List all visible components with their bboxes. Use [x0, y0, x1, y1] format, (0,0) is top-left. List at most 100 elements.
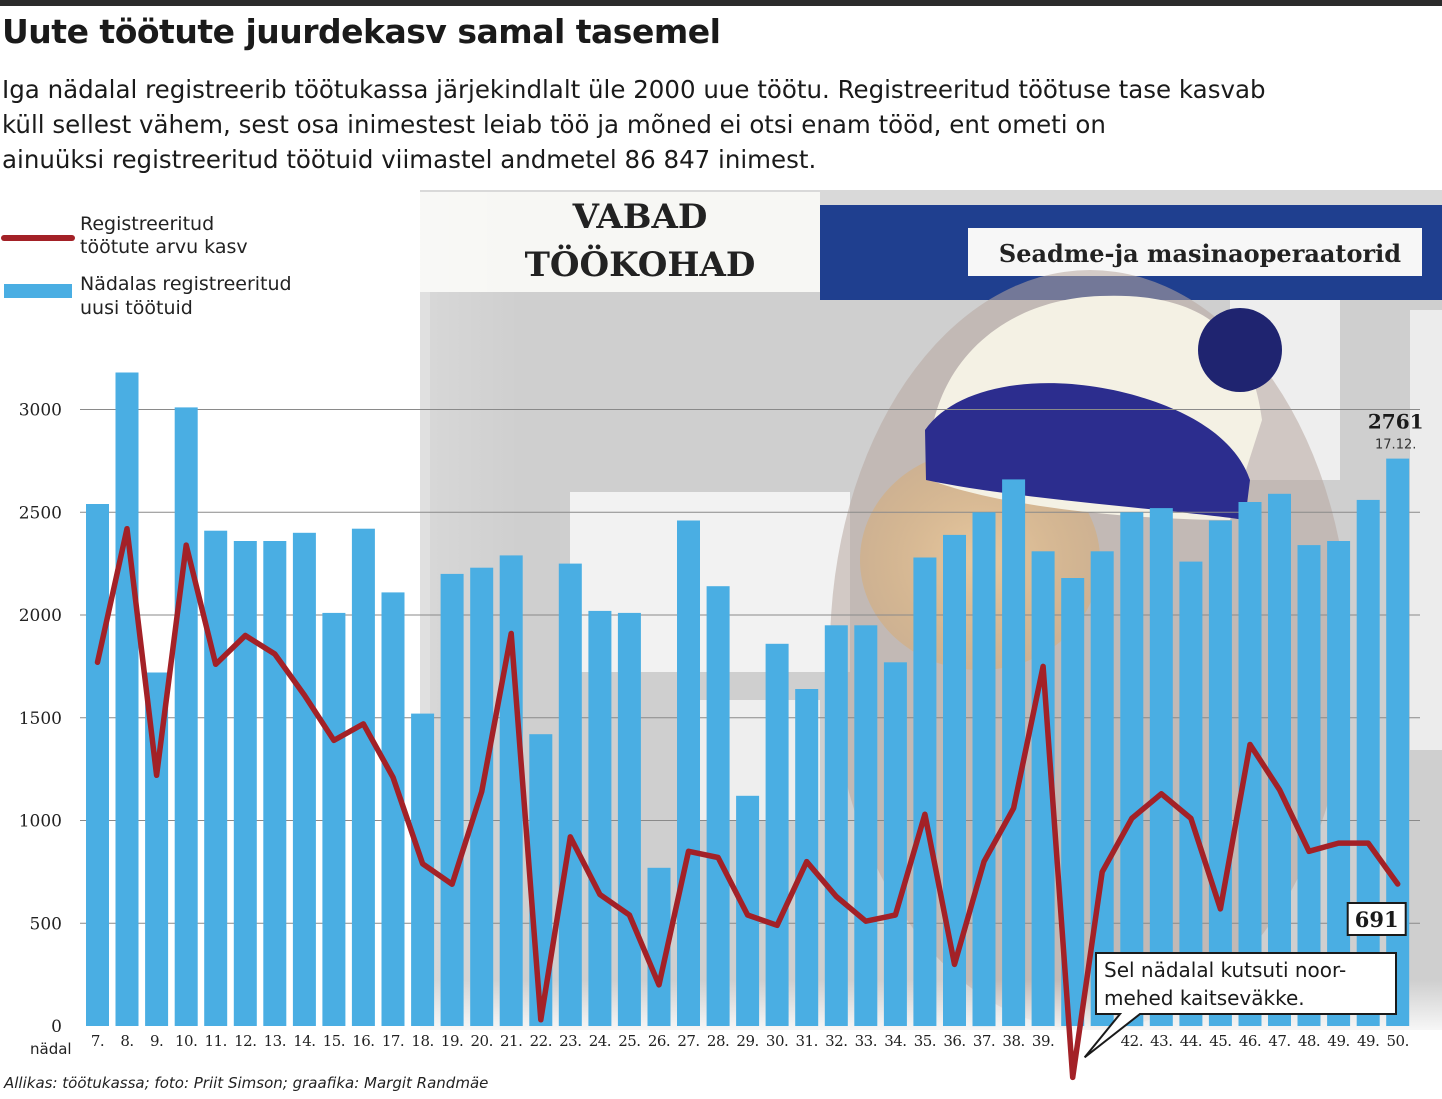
x-tick-label: 21. [500, 1032, 522, 1050]
bar [883, 662, 907, 1026]
legend-bar-label: uusi töötuid [80, 297, 193, 319]
bar [647, 867, 671, 1026]
x-tick-label: 32. [825, 1032, 847, 1050]
x-tick-label: 47. [1268, 1032, 1290, 1050]
x-tick-label: 12. [234, 1032, 256, 1050]
x-tick-label: 24. [589, 1032, 611, 1050]
x-axis: 7. 8. 9. 10. 11. 12. 13. 14. 15. 16. 17. 18. 19. 20. 2… [91, 1032, 1410, 1050]
bar [440, 573, 464, 1026]
x-tick-label: 44. [1180, 1032, 1202, 1050]
x-tick-label: 16. [352, 1032, 374, 1050]
photo-sign-line1: VABAD [572, 197, 708, 237]
x-tick-label: 7. [91, 1032, 104, 1050]
x-tick-label: 28. [707, 1032, 729, 1050]
bar [1386, 458, 1410, 1027]
bar [292, 532, 316, 1026]
callout-text: mehed kaitseväkke. [1104, 986, 1305, 1010]
legend: Registreeritud töötute arvu kasv Nädalas… [1, 213, 292, 319]
x-tick-label: 34. [884, 1032, 906, 1050]
subtitle-line: ainuüksi registreeritud töötuid viimaste… [2, 145, 817, 174]
bar [411, 713, 435, 1026]
bar [381, 592, 405, 1026]
bar [1297, 545, 1321, 1026]
photo-board-label: Seadme-ja masinaoperaatorid [999, 239, 1401, 268]
x-tick-label: 37. [973, 1032, 995, 1050]
x-tick-label: 38. [1002, 1032, 1024, 1050]
line-series [94, 525, 1401, 1081]
bar [1031, 551, 1055, 1026]
bar [145, 672, 169, 1026]
x-tick-label: 42. [1121, 1032, 1143, 1050]
bar [1208, 520, 1232, 1026]
x-tick-label: 10. [175, 1032, 197, 1050]
x-tick-label: 36. [943, 1032, 965, 1050]
bar [1002, 479, 1026, 1026]
x-tick-label: 17. [382, 1032, 404, 1050]
y-axis: 0 500 1000 1500 2000 2500 3000 [19, 401, 62, 1038]
y-tick-label: 1500 [19, 709, 62, 729]
x-tick-label: 45. [1209, 1032, 1231, 1050]
bar [1356, 499, 1380, 1026]
bar [499, 555, 523, 1026]
legend-bar-swatch [4, 284, 72, 298]
line-series-path [94, 525, 1401, 1081]
x-tick-label: 20. [471, 1032, 493, 1050]
bar [617, 612, 641, 1026]
x-tick-label: 35. [914, 1032, 936, 1050]
bar [233, 541, 257, 1026]
bar [765, 643, 789, 1026]
x-tick-label: 14. [293, 1032, 315, 1050]
max-value-label: 2761 [1368, 410, 1424, 434]
callout: Sel nädalal kutsuti noor- mehed kaitsevä… [1083, 952, 1397, 1059]
x-tick-label: 22. [530, 1032, 552, 1050]
bar [558, 563, 582, 1026]
bar [322, 612, 346, 1026]
x-tick-label: 46. [1239, 1032, 1261, 1050]
x-tick-label: 30. [766, 1032, 788, 1050]
x-tick-label: 49. [1327, 1032, 1349, 1050]
callout-text: Sel nädalal kutsuti noor- [1104, 958, 1346, 982]
legend-line-label: töötute arvu kasv [80, 236, 248, 258]
bar [1327, 541, 1351, 1026]
bar [1179, 561, 1203, 1026]
x-tick-label: 31. [796, 1032, 818, 1050]
annotations: 2761 17.12. 691 Sel nädalal kutsuti noor… [1083, 410, 1424, 1059]
chart-title: Uute töötute juurdekasv samal tasemel [2, 12, 721, 51]
x-tick-label: 19. [441, 1032, 463, 1050]
bar [263, 541, 287, 1026]
bar [1120, 512, 1144, 1027]
bar [854, 625, 878, 1026]
x-axis-label: nädal [30, 1040, 72, 1058]
bar [677, 520, 700, 1026]
x-tick-label: 8. [120, 1032, 133, 1050]
y-tick-label: 2500 [19, 503, 62, 523]
y-tick-label: 3000 [19, 401, 62, 421]
subtitle-line: küll sellest vähem, sest osa inimestest … [2, 110, 1106, 139]
bar [1238, 502, 1262, 1026]
bar [86, 504, 109, 1026]
bar [913, 557, 937, 1026]
bar [115, 372, 139, 1026]
last-value-label: 691 [1355, 907, 1399, 932]
max-date-label: 17.12. [1375, 438, 1416, 453]
photo-sign-line2: TÖÖKOHAD [525, 244, 756, 285]
source-credits: Allikas: töötukassa; foto: Priit Simson;… [4, 1074, 489, 1092]
y-tick-label: 2000 [19, 606, 62, 626]
bar [824, 625, 848, 1026]
legend-line-label: Registreeritud [80, 213, 214, 235]
x-tick-label: 33. [855, 1032, 877, 1050]
x-tick-label: 23. [559, 1032, 581, 1050]
x-tick-label: 18. [411, 1032, 433, 1050]
bar [1268, 493, 1291, 1026]
x-tick-label: 9. [150, 1032, 163, 1050]
bar [706, 586, 730, 1026]
chart-subtitle: Iga nädalal registreerib töötukassa järj… [2, 72, 1422, 177]
bar [351, 528, 375, 1026]
subtitle-line: Iga nädalal registreerib töötukassa järj… [2, 75, 1266, 104]
x-tick-label: 50. [1387, 1032, 1409, 1050]
bar [1149, 508, 1173, 1027]
legend-bar-label: Nädalas registreeritud [80, 273, 292, 295]
bar [588, 610, 612, 1026]
x-tick-label: 39. [1032, 1032, 1054, 1050]
